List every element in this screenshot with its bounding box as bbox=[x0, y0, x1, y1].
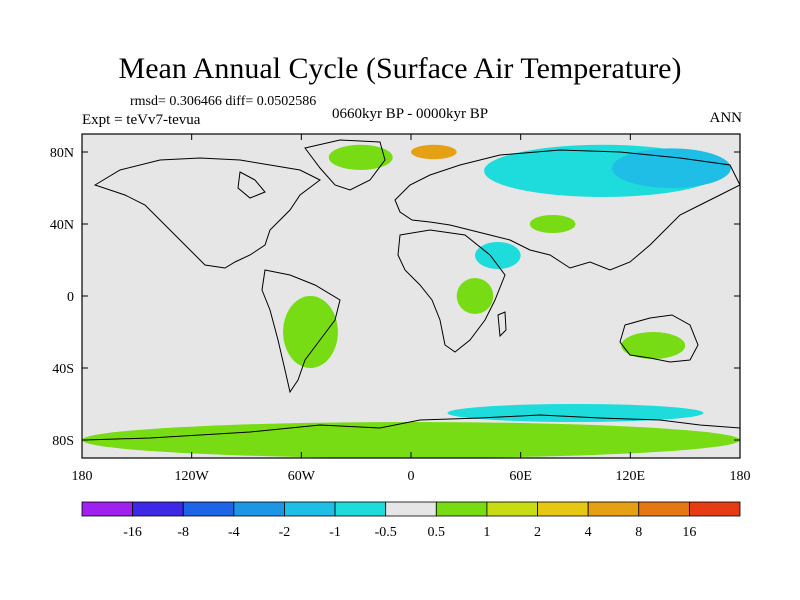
axes: 180 120W 60W 0 60E 120E 180 80N 40N 0 40S 80S bbox=[50, 134, 751, 484]
x-tick-label: 120E bbox=[616, 469, 646, 484]
colorbar-label: 8 bbox=[635, 525, 642, 540]
anomaly-regions bbox=[82, 144, 740, 458]
anomaly-region-5 bbox=[529, 215, 576, 233]
colorbar-box bbox=[81, 501, 134, 517]
coastline-north-america bbox=[93, 157, 321, 269]
colorbar-box bbox=[638, 501, 690, 517]
anomaly-region-7 bbox=[283, 296, 338, 368]
anomaly-region-8 bbox=[621, 332, 686, 359]
colorbar-label: 2 bbox=[534, 525, 541, 540]
colorbar-box bbox=[233, 501, 285, 517]
x-tick-label: 180 bbox=[730, 469, 751, 484]
y-tick-label: 40S bbox=[52, 362, 74, 377]
period-label: 0660kyr BP - 0000kyr BP bbox=[331, 106, 489, 122]
colorbar: -16 -8 -4 -2 -1 -0.5 0.5 1 2 4 8 16 bbox=[81, 501, 741, 540]
anomaly-region-4 bbox=[474, 242, 521, 269]
anomaly-region-9 bbox=[82, 422, 740, 458]
season-label: ANN bbox=[709, 110, 743, 126]
anomaly-region-10 bbox=[447, 404, 704, 422]
colorbar-label: -4 bbox=[228, 525, 240, 540]
coastline-africa bbox=[397, 229, 506, 353]
x-tick-label: 0 bbox=[408, 469, 415, 484]
colorbar-label: -1 bbox=[329, 525, 341, 540]
colorbar-box bbox=[435, 501, 488, 517]
colorbar-label: 16 bbox=[682, 525, 696, 540]
x-tick-label: 60W bbox=[288, 469, 316, 484]
coastline-australia bbox=[619, 314, 699, 363]
colorbar-box bbox=[486, 501, 538, 517]
stats-text: rmsd= 0.306466 diff= 0.0502586 bbox=[130, 94, 317, 109]
coastline-greenland bbox=[304, 139, 386, 191]
chart-title: Mean Annual Cycle (Surface Air Temperatu… bbox=[118, 52, 682, 85]
x-tick-label: 120W bbox=[175, 469, 210, 484]
colorbar-label: -8 bbox=[177, 525, 189, 540]
colorbar-label: 4 bbox=[585, 525, 592, 540]
colorbar-box bbox=[334, 501, 387, 517]
coastline-antarctica bbox=[84, 414, 740, 441]
y-tick-label: 80N bbox=[50, 146, 74, 161]
coastline-eurasia bbox=[394, 149, 740, 271]
anomaly-region-3 bbox=[612, 148, 731, 188]
colorbar-box bbox=[182, 501, 235, 517]
coastlines bbox=[84, 139, 740, 441]
x-tick-label: 180 bbox=[72, 469, 93, 484]
colorbar-label: -0.5 bbox=[375, 525, 397, 540]
colorbar-box bbox=[385, 501, 437, 517]
coastline-hudson bbox=[237, 171, 266, 199]
colorbar-label: -2 bbox=[279, 525, 291, 540]
anomaly-region-1 bbox=[411, 144, 457, 160]
colorbar-box bbox=[537, 501, 589, 517]
colorbar-label: 1 bbox=[483, 525, 490, 540]
y-tick-label: 80S bbox=[52, 434, 74, 449]
y-tick-label: 40N bbox=[50, 218, 74, 233]
y-tick-label: 0 bbox=[67, 290, 74, 305]
colorbar-box bbox=[688, 501, 741, 517]
colorbar-label: -16 bbox=[123, 525, 142, 540]
colorbar-label: 0.5 bbox=[428, 525, 446, 540]
coastline-madagascar bbox=[497, 311, 507, 338]
anomaly-region-0 bbox=[328, 144, 393, 170]
anomaly-region-6 bbox=[456, 278, 494, 314]
colorbar-box bbox=[132, 501, 184, 517]
colorbar-box bbox=[587, 501, 640, 517]
experiment-label: Expt = teVv7-tevua bbox=[82, 112, 201, 128]
coastline-south-america bbox=[261, 269, 341, 394]
colorbar-box bbox=[284, 501, 336, 517]
x-tick-label: 60E bbox=[509, 469, 532, 484]
